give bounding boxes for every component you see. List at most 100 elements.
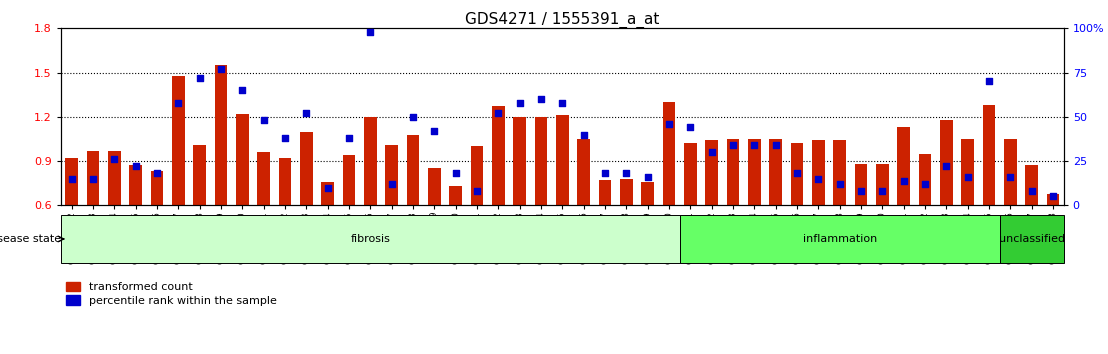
Bar [215,65,227,205]
Point [810,176,828,182]
Point [255,118,273,123]
Bar [65,158,78,205]
Point [511,100,529,105]
Bar [748,139,761,205]
Point [490,110,507,116]
Point [937,164,955,169]
Point [63,176,81,182]
Point [319,185,337,190]
Bar [556,115,568,205]
Point [916,181,934,187]
Bar [962,139,974,205]
Point [447,171,464,176]
Bar [919,154,932,205]
Bar [833,141,847,205]
Point [191,75,208,81]
Bar [1025,166,1038,205]
Bar [642,182,654,205]
Bar [107,151,121,205]
Bar [679,215,999,263]
Point [596,171,614,176]
Bar [363,117,377,205]
Point [660,121,678,127]
Point [852,188,870,194]
Point [746,142,763,148]
Bar [577,139,591,205]
Bar [706,141,718,205]
Point [639,174,657,180]
Bar [342,155,356,205]
Text: unclassified: unclassified [998,234,1065,244]
Bar [812,141,824,205]
Bar [86,151,100,205]
Point [831,181,849,187]
Bar [1004,139,1017,205]
Bar [428,169,441,205]
Bar [386,145,398,205]
Bar [449,186,462,205]
Bar [598,180,612,205]
Point [617,171,635,176]
Point [1044,194,1061,199]
Point [425,128,443,134]
Point [873,188,891,194]
Point [212,66,229,72]
Bar [684,143,697,205]
Bar [876,164,889,205]
Bar [151,171,163,205]
Title: GDS4271 / 1555391_a_at: GDS4271 / 1555391_a_at [465,12,659,28]
Bar [897,127,910,205]
Bar [534,117,547,205]
Point [895,178,913,183]
Point [404,114,422,120]
Bar [61,215,679,263]
Point [767,142,784,148]
Point [702,149,720,155]
Bar [940,120,953,205]
Bar [257,152,270,205]
Point [958,174,976,180]
Point [126,164,144,169]
Point [981,79,998,84]
Bar [193,145,206,205]
Point [468,188,485,194]
Bar [471,146,483,205]
Text: disease state: disease state [0,234,61,244]
Point [340,135,358,141]
Bar [663,102,676,205]
Text: fibrosis: fibrosis [350,234,390,244]
Bar [278,158,291,205]
Bar [791,143,803,205]
Point [297,110,315,116]
Bar [1047,194,1059,205]
Bar [172,75,185,205]
Bar [727,139,739,205]
Text: inflammation: inflammation [802,234,876,244]
Point [148,171,166,176]
Bar [321,182,334,205]
Point [788,171,806,176]
Bar [854,164,868,205]
Bar [619,179,633,205]
Point [681,125,699,130]
Legend: transformed count, percentile rank within the sample: transformed count, percentile rank withi… [66,282,277,306]
Point [170,100,187,105]
Point [84,176,102,182]
Point [553,100,572,105]
Point [575,132,593,137]
Point [532,96,550,102]
Point [1002,174,1019,180]
Point [361,29,379,35]
Point [105,156,123,162]
Bar [300,132,312,205]
Point [276,135,294,141]
Bar [492,107,505,205]
Point [1023,188,1040,194]
Bar [999,215,1064,263]
Bar [407,135,419,205]
Bar [130,166,142,205]
Point [234,87,252,93]
Bar [236,114,248,205]
Point [725,142,742,148]
Bar [513,117,526,205]
